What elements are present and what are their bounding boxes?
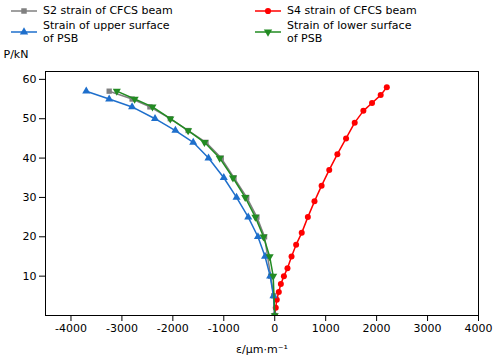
svg-text:0: 0 xyxy=(271,322,278,335)
svg-text:20: 20 xyxy=(23,230,37,243)
svg-text:-4000: -4000 xyxy=(55,322,87,335)
svg-text:P/kN: P/kN xyxy=(4,48,29,61)
svg-text:50: 50 xyxy=(23,112,37,125)
svg-text:60: 60 xyxy=(23,73,37,86)
html-text:S4 strain of CFCS beam: S4 strain of CFCS beam xyxy=(287,4,417,17)
svg-text:30: 30 xyxy=(23,191,37,204)
html-text:Strain of lower surface of PSB: Strain of lower surface of PSB xyxy=(287,19,412,45)
svg-text:-1000: -1000 xyxy=(208,322,240,335)
html-text:S2 strain of CFCS beam: S2 strain of CFCS beam xyxy=(43,4,173,17)
svg-text:2000: 2000 xyxy=(363,322,391,335)
svg-text:ε/μm·m⁻¹: ε/μm·m⁻¹ xyxy=(236,343,288,356)
svg-text:40: 40 xyxy=(23,152,37,165)
svg-text:1000: 1000 xyxy=(312,322,340,335)
svg-text:10: 10 xyxy=(23,270,37,283)
svg-text:-2000: -2000 xyxy=(157,322,189,335)
svg-text:3000: 3000 xyxy=(414,322,442,335)
svg-text:4000: 4000 xyxy=(465,322,493,335)
html-text:Strain of upper surface of PSB: Strain of upper surface of PSB xyxy=(43,19,170,45)
svg-text:-3000: -3000 xyxy=(106,322,138,335)
